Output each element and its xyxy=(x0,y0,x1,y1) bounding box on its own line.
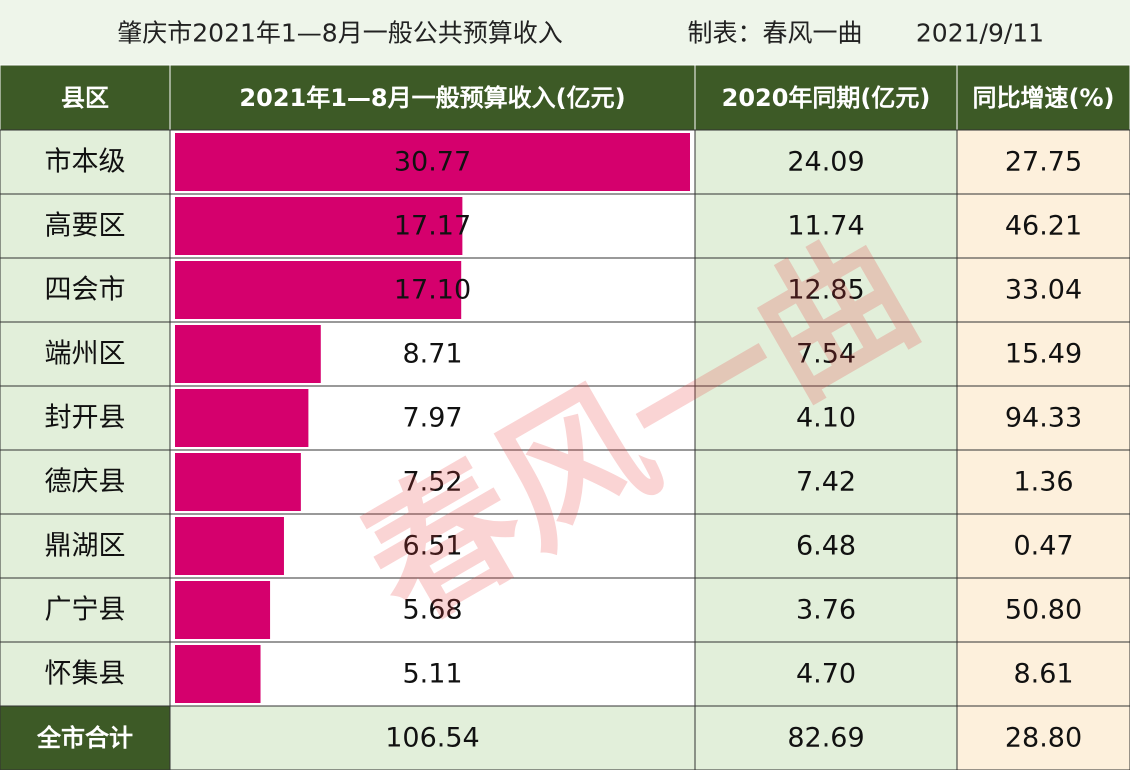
data-bar xyxy=(175,645,261,703)
cell-text: 46.21 xyxy=(1005,211,1082,242)
cell-text: 5.68 xyxy=(402,595,462,626)
cell-text: 6.51 xyxy=(402,531,462,562)
title-bg xyxy=(0,0,1130,65)
header-cell xyxy=(956,64,1130,131)
cell xyxy=(694,385,958,451)
cell xyxy=(694,513,958,579)
cell-text: 24.09 xyxy=(787,147,864,178)
cell-text: 30.77 xyxy=(394,147,471,178)
cell xyxy=(0,449,171,515)
cell-text: 1.36 xyxy=(1013,467,1073,498)
header-text: 2020年同期(亿元) xyxy=(722,84,931,112)
data-bar xyxy=(175,197,463,255)
total-cell xyxy=(956,705,1130,770)
cell-text: 0.47 xyxy=(1013,531,1073,562)
cell xyxy=(694,641,958,707)
cell xyxy=(956,513,1130,579)
cell-text: 广宁县 xyxy=(45,595,126,626)
header-cell xyxy=(694,64,958,131)
cell xyxy=(694,321,958,387)
cell xyxy=(694,193,958,259)
cell xyxy=(694,577,958,643)
cell-text: 33.04 xyxy=(1005,275,1082,306)
total-text: 82.69 xyxy=(787,723,864,754)
cell-text: 7.54 xyxy=(796,339,856,370)
cell-text: 94.33 xyxy=(1005,403,1082,434)
cell-text: 7.42 xyxy=(796,467,856,498)
cell xyxy=(956,321,1130,387)
cell-text: 6.48 xyxy=(796,531,856,562)
cell xyxy=(0,321,171,387)
cell xyxy=(956,257,1130,323)
cell-text: 怀集县 xyxy=(45,659,126,690)
total-text: 全市合计 xyxy=(36,724,133,752)
cell xyxy=(956,193,1130,259)
cell-text: 8.61 xyxy=(1013,659,1073,690)
cell xyxy=(956,577,1130,643)
cell-text: 高要区 xyxy=(45,211,126,242)
header-text: 县区 xyxy=(61,84,109,112)
total-cell xyxy=(169,705,696,770)
cell-text: 50.80 xyxy=(1005,595,1082,626)
cell-text: 四会市 xyxy=(45,275,126,306)
cell xyxy=(0,513,171,579)
cell-text: 8.71 xyxy=(402,339,462,370)
cell-text: 17.10 xyxy=(394,275,471,306)
cell xyxy=(0,641,171,707)
cell-text: 市本级 xyxy=(45,147,126,178)
total-cell xyxy=(0,705,171,770)
data-bar xyxy=(175,517,284,575)
cell-text: 3.76 xyxy=(796,595,856,626)
cell-text: 7.97 xyxy=(402,403,462,434)
cell-text: 12.85 xyxy=(787,275,864,306)
data-bar xyxy=(175,581,271,639)
cell xyxy=(0,577,171,643)
data-bar xyxy=(175,389,309,447)
author: 制表：春风一曲 xyxy=(687,19,862,48)
cell-text: 端州区 xyxy=(45,339,126,370)
cell-text: 27.75 xyxy=(1005,147,1082,178)
cell-text: 4.70 xyxy=(796,659,856,690)
cell-text: 4.10 xyxy=(796,403,856,434)
data-bar xyxy=(175,133,690,191)
header-text: 2021年1—8月一般预算收入(亿元) xyxy=(239,84,625,112)
data-bar xyxy=(175,453,301,511)
total-text: 106.54 xyxy=(385,723,479,754)
cell-text: 17.17 xyxy=(394,211,471,242)
cell xyxy=(694,129,958,195)
cell-text: 11.74 xyxy=(787,211,864,242)
cell xyxy=(0,257,171,323)
total-text: 28.80 xyxy=(1005,723,1082,754)
cell xyxy=(0,385,171,451)
title: 肇庆市2021年1—8月一般公共预算收入 xyxy=(117,19,562,48)
cell xyxy=(956,385,1130,451)
cell-text: 德庆县 xyxy=(45,467,126,498)
cell-text: 鼎湖区 xyxy=(45,531,126,562)
header-cell xyxy=(0,64,171,131)
data-bar xyxy=(175,261,462,319)
data-bar xyxy=(175,325,321,383)
cell xyxy=(0,193,171,259)
cell-text: 封开县 xyxy=(45,403,126,434)
cell xyxy=(956,129,1130,195)
cell-text: 5.11 xyxy=(402,659,462,690)
cell xyxy=(694,449,958,515)
header-text: 同比增速(%) xyxy=(973,84,1115,112)
cell-text: 15.49 xyxy=(1005,339,1082,370)
date: 2021/9/11 xyxy=(916,19,1044,48)
total-cell xyxy=(694,705,958,770)
cell-text: 7.52 xyxy=(402,467,462,498)
